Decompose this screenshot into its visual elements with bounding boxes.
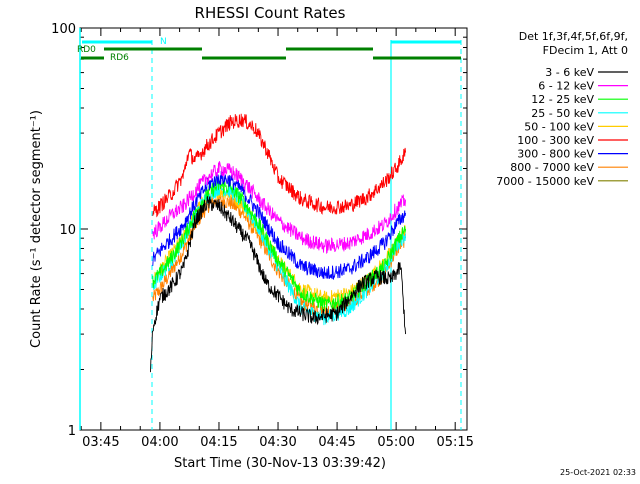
x-tick-label: 05:00: [377, 435, 414, 450]
x-tick-label: 05:15: [436, 435, 473, 450]
legend-entry-label: 3 - 6 keV: [545, 66, 594, 79]
legend-entry-label: 50 - 100 keV: [524, 120, 594, 133]
flag-rd6-label: RD6: [110, 53, 129, 63]
y-tick-label: 1: [68, 424, 76, 439]
x-tick-label: 04:45: [318, 435, 355, 450]
legend-entry-label: 25 - 50 keV: [531, 107, 594, 120]
legend-header: Det 1f,3f,4f,5f,6f,9f,: [519, 30, 628, 43]
x-axis-label: Start Time (30-Nov-13 03:39:42): [174, 456, 386, 471]
series-line-100-300keV: [152, 113, 407, 218]
y-axis-label: Count Rate (s⁻¹ detector segment⁻¹): [29, 110, 44, 348]
flag-layer: N RD0 RD6: [77, 28, 462, 430]
y-tick-label: 100: [51, 22, 76, 37]
legend-entry-label: 12 - 25 keV: [531, 93, 594, 106]
series-layer: [150, 113, 407, 373]
y-tick-label: 10: [59, 223, 76, 238]
legend-header: FDecim 1, Att 0: [543, 44, 628, 57]
axis-layer: 03:45 04:00 04:15 04:30 04:45 05:00 05:15 1 10 10…: [51, 22, 474, 450]
x-tick-label: 03:45: [82, 435, 119, 450]
legend-entry-label: 800 - 7000 keV: [510, 161, 594, 174]
chart-title: RHESSI Count Rates: [195, 4, 346, 22]
series-line-3-6keV: [150, 196, 407, 373]
legend-entry-label: 300 - 800 keV: [517, 148, 594, 161]
plot-timestamp: 25-Oct-2021 02:33: [560, 468, 636, 477]
legend-entry-label: 7000 - 15000 keV: [496, 175, 594, 188]
flag-rd0-label: RD0: [77, 45, 96, 55]
legend-entry-label: 100 - 300 keV: [517, 134, 594, 147]
legend: Det 1f,3f,4f,5f,6f,9f,FDecim 1, Att 0 3 -…: [496, 30, 628, 188]
flag-n-label: N: [160, 37, 167, 47]
x-tick-label: 04:15: [200, 435, 237, 450]
series-line-300-800keV: [152, 170, 407, 280]
plot-frame: [79, 27, 468, 431]
legend-entry-label: 6 - 12 keV: [538, 80, 594, 93]
x-tick-label: 04:00: [141, 435, 178, 450]
series-line-6-12keV: [152, 161, 407, 255]
x-tick-label: 04:30: [259, 435, 296, 450]
